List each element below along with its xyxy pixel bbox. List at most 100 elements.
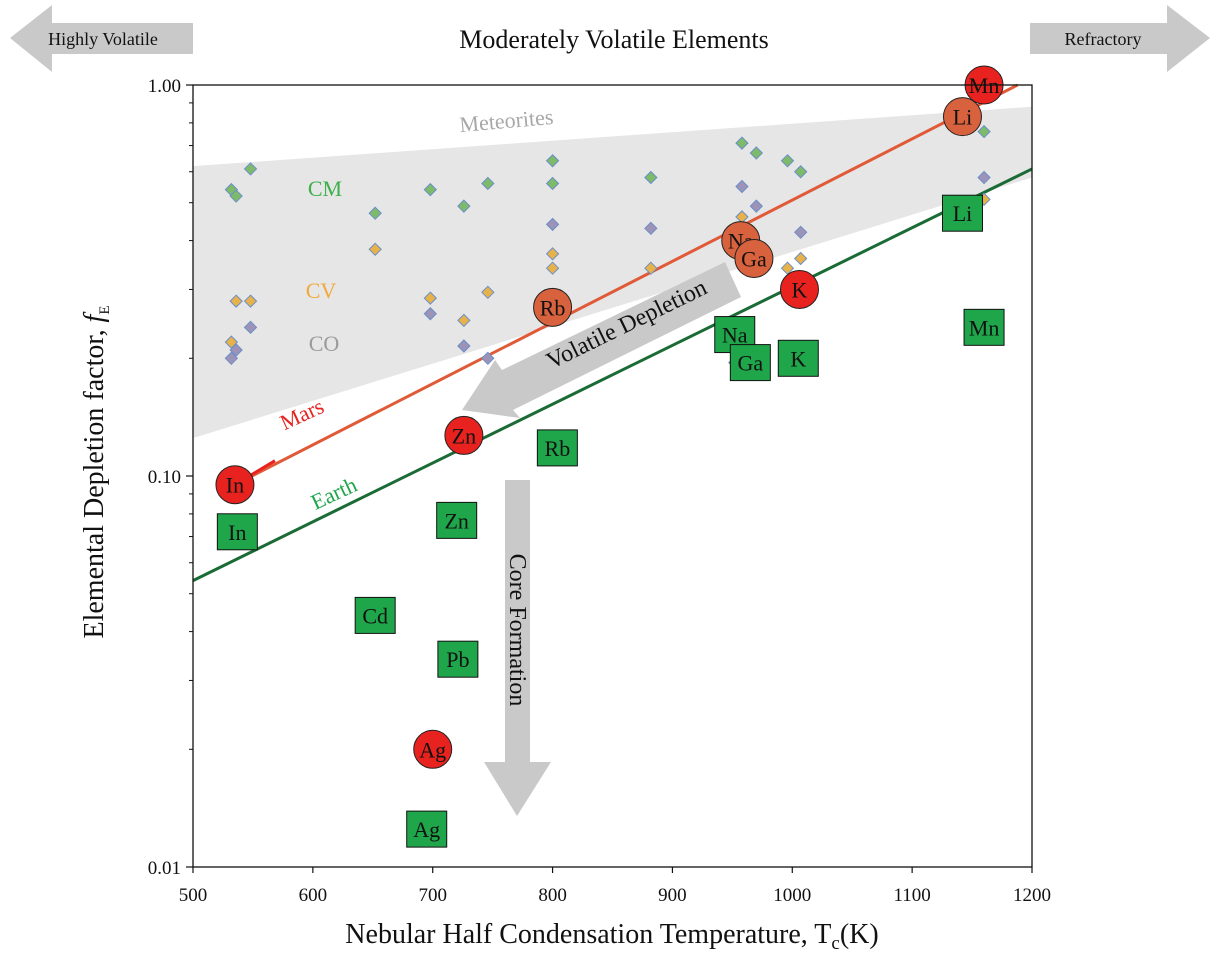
earth-point-marker — [777, 339, 819, 377]
point-cv — [545, 247, 560, 261]
meteorite-band-layer — [193, 106, 1032, 439]
earth-point-k: K — [777, 339, 819, 377]
earth-point-marker — [354, 596, 396, 634]
co-label: CO — [309, 331, 340, 356]
earth-point-label: Li — [953, 201, 973, 226]
earth-point-marker — [436, 501, 478, 539]
earth-point-in: In — [216, 513, 258, 551]
earth-point-zn: Zn — [436, 501, 478, 539]
point-cm — [793, 165, 808, 179]
mars-point-k: K — [779, 269, 819, 309]
mars-point-li: Li — [942, 97, 982, 137]
y-axis-ticks: 0.01 0.10 1.00 — [148, 76, 193, 879]
point-cv — [545, 261, 560, 275]
mars-point-label: Rb — [540, 295, 566, 320]
earth-point-marker — [437, 640, 479, 678]
y-axis-label-main: Elemental Depletion factor, — [79, 322, 110, 638]
mars-point-label: Zn — [452, 423, 476, 448]
highly-volatile-arrow: Highly Volatile — [10, 5, 193, 72]
earth-points-layer: Li Mn Na Ga K Rb In Zn Cd Pb Ag — [216, 194, 1005, 848]
point-co — [481, 351, 495, 366]
point-co — [423, 307, 438, 321]
chart-title: Moderately Volatile Elements — [459, 25, 769, 54]
x-tick-label: 700 — [418, 885, 447, 906]
x-axis-label-unit: (K) — [840, 919, 879, 950]
mars-point-marker — [215, 465, 255, 505]
y-axis-label-sub: E — [97, 305, 113, 314]
point-cm — [735, 136, 749, 150]
mars-point-ag: Ag — [413, 729, 453, 769]
earth-point-na: Na — [714, 316, 756, 354]
mars-point-marker — [413, 729, 453, 769]
earth-point-marker — [216, 513, 258, 551]
point-co — [749, 199, 764, 213]
earth-point-label: K — [790, 346, 806, 371]
highly-volatile-label: Highly Volatile — [48, 29, 158, 49]
earth-point-label: Na — [722, 323, 748, 348]
mars-point-marker — [444, 415, 484, 455]
mars-point-marker — [779, 269, 819, 309]
point-cv — [793, 251, 808, 266]
earth-point-rb: Rb — [536, 429, 578, 467]
earth-line-label: Earth — [307, 472, 361, 515]
point-cm — [780, 154, 795, 168]
point-co — [644, 221, 658, 236]
point-cm — [457, 199, 471, 213]
earth-point-pb: Pb — [437, 640, 479, 678]
earth-point-label: In — [228, 520, 246, 545]
y-tick-label: 1.00 — [148, 76, 181, 97]
x-tick-label: 900 — [658, 885, 687, 906]
point-co — [229, 343, 243, 357]
refractory-label: Refractory — [1065, 29, 1142, 49]
earth-point-label: Mn — [969, 315, 1000, 340]
mars-point-label: Li — [953, 105, 973, 130]
point-cm — [749, 146, 764, 160]
x-tick-label: 1000 — [773, 885, 811, 906]
x-tick-label: 1200 — [1013, 885, 1051, 906]
process-arrows-layer: Volatile Depletion Core Formation — [462, 262, 741, 816]
x-tick-label: 500 — [179, 885, 208, 906]
core-formation-arrow — [484, 480, 551, 816]
y-tick-label: 0.10 — [148, 467, 181, 488]
point-cv — [243, 294, 258, 308]
point-cv — [423, 291, 438, 305]
mars-point-in: In — [215, 465, 255, 505]
point-cv — [644, 261, 658, 275]
x-axis-label-main: Nebular Half Condensation Temperature, T — [345, 919, 831, 950]
mars-point-ga: Ga — [734, 238, 774, 278]
earth-point-cd: Cd — [354, 596, 396, 634]
meteorite-points-layer — [224, 124, 991, 370]
earth-point-ga: Ga — [729, 344, 771, 382]
refractory-arrow: Refractory — [1030, 5, 1210, 72]
x-tick-label: 800 — [538, 885, 567, 906]
point-cv — [457, 313, 471, 328]
meteorites-label: Meteorites — [458, 104, 554, 137]
point-cv — [481, 285, 495, 300]
point-cm — [481, 176, 495, 191]
earth-point-marker — [963, 308, 1005, 346]
point-cm — [368, 206, 382, 220]
earth-line — [192, 167, 1033, 582]
cm-label: CM — [308, 176, 342, 201]
point-co — [977, 170, 991, 185]
x-axis-ticks: 500 600 700 800 900 1000 1100 1200 — [179, 867, 1051, 906]
mars-point-zn: Zn — [444, 415, 484, 455]
mars-point-label: Ga — [741, 246, 767, 271]
point-co — [457, 339, 471, 353]
refractory-arrow-shape — [1030, 5, 1210, 72]
point-cm — [423, 182, 438, 197]
earth-point-marker — [941, 194, 983, 232]
earth-point-label: Ag — [413, 817, 440, 842]
mars-point-label: Ag — [419, 737, 446, 762]
earth-point-label: Cd — [362, 603, 388, 628]
cv-label: CV — [306, 278, 337, 303]
earth-point-label: Ga — [738, 351, 764, 376]
x-tick-label: 600 — [299, 885, 328, 906]
core-formation-label: Core Formation — [504, 554, 530, 707]
mars-point-rb: Rb — [533, 287, 573, 327]
earth-point-mn: Mn — [963, 308, 1005, 346]
point-cm — [243, 162, 258, 176]
point-cm — [644, 170, 658, 185]
x-axis-label: Nebular Half Condensation Temperature, T… — [345, 919, 878, 954]
point-cm — [545, 154, 560, 168]
